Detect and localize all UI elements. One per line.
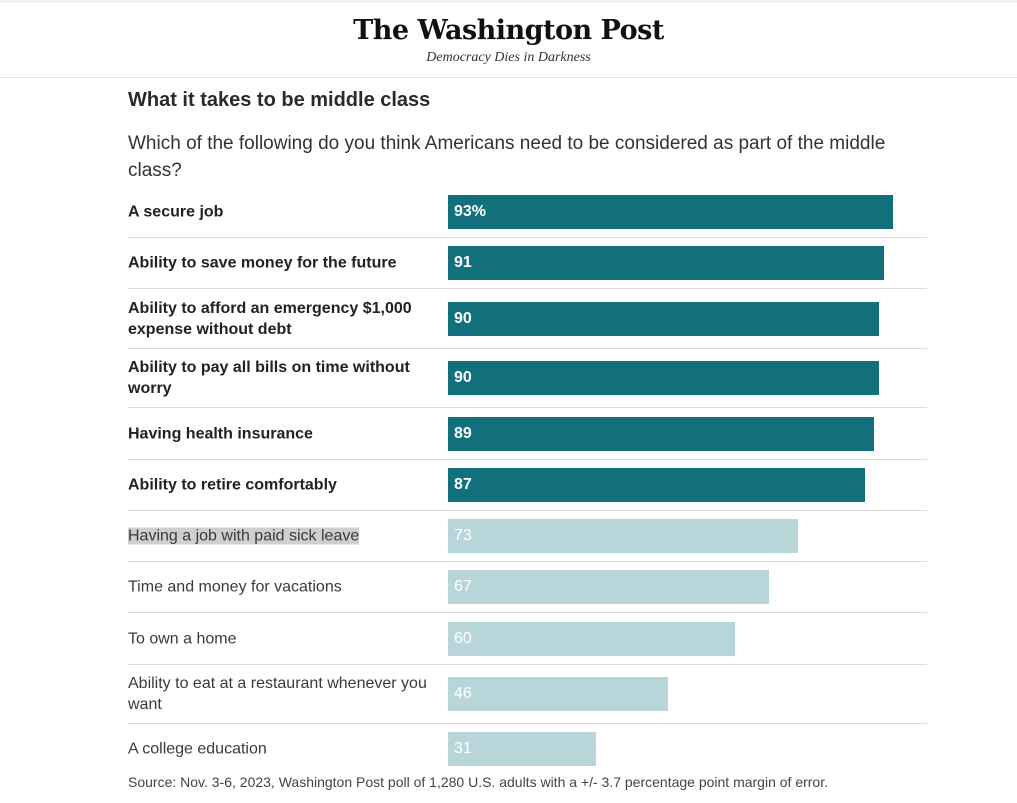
category-label: Ability to save money for the future [128, 253, 440, 274]
category-label: Having health insurance [128, 423, 440, 444]
bar-value-label: 91 [454, 254, 472, 271]
chart-row: To own a home 60 [128, 613, 927, 665]
bar: 91 [448, 246, 884, 280]
bar-value-label: 73 [454, 527, 472, 544]
chart-row: Ability to retire comfortably 87 [128, 460, 927, 511]
chart-row: Ability to eat at a restaurant whenever … [128, 665, 927, 724]
bar: 60 [448, 621, 735, 656]
chart-row: Ability to save money for the future 91 [128, 238, 927, 289]
category-label-text: Ability to eat at a restaurant whenever … [128, 675, 427, 713]
category-label: To own a home [128, 628, 440, 649]
bar-value-label: 31 [454, 740, 472, 757]
category-label: Ability to eat at a restaurant whenever … [128, 673, 440, 715]
bar-value-label: 89 [454, 424, 472, 442]
category-label-text: Having health insurance [128, 425, 313, 442]
bar: 93% [448, 195, 893, 229]
bar: 73 [448, 519, 798, 553]
chart-title: What it takes to be middle class [128, 89, 431, 111]
top-strip [0, 0, 1017, 3]
category-label: Time and money for vacations [128, 577, 440, 598]
category-label: A college education [128, 739, 440, 760]
chart-row: Having health insurance 89 [128, 408, 927, 460]
chart-row: Having a job with paid sick leave 73 [128, 511, 927, 562]
bar-chart: A secure job 93% Ability to save money for… [128, 187, 927, 774]
bar-value-label: 90 [454, 309, 472, 327]
bar: 90 [448, 361, 879, 395]
category-label-text: Ability to save money for the future [128, 254, 397, 272]
chart-row: Ability to afford an emergency $1,000 ex… [128, 289, 927, 349]
bar-value-label: 87 [454, 476, 472, 493]
bar-value-label: 60 [454, 629, 472, 647]
category-label-text: To own a home [128, 630, 237, 647]
category-label-text: A secure job [128, 203, 224, 221]
category-label-text: A college education [128, 740, 267, 758]
category-label-text: Having a job with paid sick leave [128, 527, 360, 545]
bar: 67 [448, 570, 769, 604]
bar-value-label: 46 [454, 685, 472, 702]
washington-post-logo[interactable]: The Washington Post [353, 15, 664, 46]
bar: 87 [448, 468, 865, 502]
chart-row: A college education 31 [128, 724, 927, 774]
bar-value-label: 90 [454, 369, 472, 386]
category-label-text: Ability to pay all bills on time without… [128, 359, 410, 397]
category-label-text: Ability to afford an emergency $1,000 ex… [128, 299, 412, 338]
chart-row: Ability to pay all bills on time without… [128, 349, 927, 408]
chart-subtitle: Which of the following do you think Amer… [128, 133, 886, 181]
bar: 90 [448, 301, 879, 336]
category-label: Ability to retire comfortably [128, 475, 440, 496]
masthead: The Washington Post Democracy Dies in Da… [0, 3, 1017, 78]
bar: 31 [448, 732, 596, 766]
bar-value-label: 67 [454, 578, 472, 595]
category-label: A secure job [128, 202, 440, 223]
bar-value-label: 93% [454, 203, 487, 220]
bar: 46 [448, 677, 668, 711]
masthead-tagline: Democracy Dies in Darkness [426, 50, 591, 65]
category-label-text: Ability to retire comfortably [128, 476, 337, 494]
category-label: Ability to afford an emergency $1,000 ex… [128, 298, 440, 340]
category-label-text: Time and money for vacations [128, 578, 342, 596]
source-note: Source: Nov. 3-6, 2023, Washington Post … [128, 774, 828, 790]
category-label: Having a job with paid sick leave [128, 526, 440, 547]
bar: 89 [448, 416, 874, 451]
category-label: Ability to pay all bills on time without… [128, 357, 440, 399]
chart-row: Time and money for vacations 67 [128, 562, 927, 613]
chart-row: A secure job 93% [128, 187, 927, 238]
